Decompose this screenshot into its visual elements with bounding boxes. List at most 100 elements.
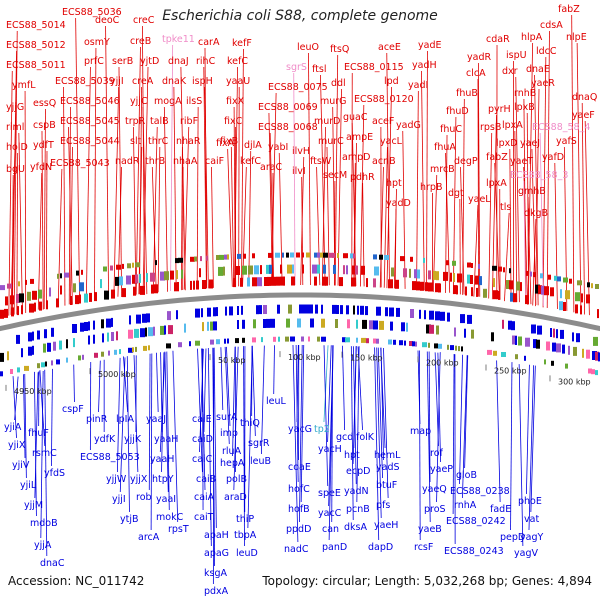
forward-feature bbox=[218, 266, 223, 276]
reverse-feature bbox=[286, 318, 290, 328]
forward-feature bbox=[76, 270, 79, 276]
gene-label: thiQ bbox=[240, 418, 260, 429]
forward-feature bbox=[476, 287, 478, 297]
forward-feature bbox=[384, 255, 389, 260]
reverse-feature bbox=[447, 344, 449, 350]
forward-feature bbox=[452, 260, 456, 266]
gene-label: fixX bbox=[226, 96, 245, 107]
forward-feature bbox=[75, 295, 79, 305]
forward-feature bbox=[292, 264, 294, 274]
gene-leader-line bbox=[204, 86, 209, 289]
reverse-feature bbox=[28, 346, 32, 356]
gene-leader-line bbox=[581, 102, 585, 315]
gene-label: gloB bbox=[456, 470, 477, 481]
forward-feature bbox=[492, 265, 497, 271]
forward-feature bbox=[227, 254, 229, 260]
reverse-feature bbox=[588, 368, 592, 374]
gene-label: degP bbox=[454, 156, 478, 167]
gene-leader-line bbox=[113, 86, 120, 298]
gene-label: panD bbox=[322, 542, 347, 553]
reverse-feature bbox=[111, 317, 113, 327]
reverse-feature bbox=[106, 318, 111, 328]
reverse-feature bbox=[515, 336, 517, 345]
forward-feature bbox=[395, 279, 399, 289]
forward-feature bbox=[280, 276, 285, 286]
gene-label: deoC bbox=[95, 15, 120, 26]
reverse-feature bbox=[237, 306, 239, 315]
gene-label: yacH bbox=[318, 444, 342, 455]
forward-feature bbox=[586, 294, 590, 304]
reverse-feature bbox=[321, 336, 326, 342]
forward-feature bbox=[493, 278, 495, 288]
gene-leader-line bbox=[18, 132, 23, 315]
reverse-feature bbox=[116, 331, 118, 341]
gene-label: caiT bbox=[194, 512, 214, 523]
forward-feature bbox=[391, 267, 394, 277]
gene-leader-line bbox=[118, 66, 123, 298]
gene-label: osmY bbox=[84, 37, 110, 48]
gene-label: mokC bbox=[156, 512, 184, 523]
forward-feature bbox=[16, 294, 20, 303]
reverse-feature bbox=[41, 362, 45, 368]
gene-leader-line bbox=[278, 152, 283, 286]
gene-leader-line bbox=[73, 364, 75, 403]
gene-leader-line bbox=[337, 88, 342, 286]
gene-label: fhuF bbox=[28, 428, 49, 439]
gene-label: cspB bbox=[33, 120, 56, 131]
gene-leader-line bbox=[70, 146, 73, 305]
gene-leader-line bbox=[163, 106, 168, 292]
forward-feature bbox=[275, 252, 280, 258]
gene-label: ECS88_0243 bbox=[444, 546, 504, 557]
forward-feature bbox=[329, 252, 333, 258]
reverse-feature bbox=[422, 342, 427, 348]
gene-leader-line bbox=[247, 346, 253, 529]
gene-label: pdxA bbox=[204, 586, 229, 597]
gene-label: rnhA bbox=[454, 500, 477, 511]
gene-label: fhuC bbox=[440, 124, 462, 135]
forward-feature bbox=[209, 279, 213, 289]
gene-leader-line bbox=[40, 370, 44, 539]
forward-feature bbox=[287, 264, 292, 274]
reverse-feature bbox=[266, 318, 270, 328]
topology-summary: Topology: circular; Length: 5,032,268 bp… bbox=[262, 574, 592, 588]
forward-feature bbox=[540, 273, 543, 279]
forward-feature bbox=[535, 284, 540, 294]
forward-feature bbox=[236, 266, 240, 275]
forward-feature bbox=[135, 262, 140, 268]
gene-leader-line bbox=[123, 356, 129, 413]
forward-feature bbox=[450, 272, 452, 282]
reverse-feature bbox=[301, 336, 304, 342]
reverse-feature bbox=[278, 336, 280, 342]
gene-label: secM bbox=[323, 170, 347, 181]
forward-feature bbox=[89, 292, 92, 302]
gene-leader-line bbox=[526, 112, 530, 305]
forward-feature bbox=[140, 285, 145, 295]
gene-label: lpxD bbox=[496, 138, 518, 149]
forward-feature bbox=[196, 280, 199, 290]
reverse-feature bbox=[94, 352, 98, 358]
reverse-feature bbox=[111, 332, 114, 341]
reverse-feature bbox=[78, 355, 81, 361]
gene-leader-line bbox=[251, 345, 256, 437]
reverse-feature bbox=[357, 305, 359, 315]
gene-leader-line bbox=[534, 74, 539, 306]
forward-feature bbox=[323, 264, 326, 274]
gene-label: yadD bbox=[386, 198, 411, 209]
gene-label: ddl bbox=[331, 78, 346, 89]
forward-feature bbox=[433, 270, 436, 280]
gene-leader-line bbox=[436, 352, 441, 503]
forward-feature bbox=[453, 285, 457, 295]
reverse-feature bbox=[515, 354, 518, 360]
forward-feature bbox=[178, 257, 183, 263]
reverse-feature bbox=[369, 320, 374, 330]
gene-label: rob bbox=[136, 492, 152, 503]
forward-feature bbox=[355, 265, 358, 275]
gene-label: yacG bbox=[288, 424, 312, 435]
gene-leader-line bbox=[554, 162, 558, 310]
gene-leader-line bbox=[10, 112, 17, 315]
gene-label: rpsB bbox=[480, 122, 501, 133]
gene-label: thrB bbox=[145, 156, 165, 167]
gene-leader-line bbox=[523, 180, 527, 304]
forward-feature bbox=[29, 303, 34, 313]
reverse-feature bbox=[336, 305, 339, 314]
